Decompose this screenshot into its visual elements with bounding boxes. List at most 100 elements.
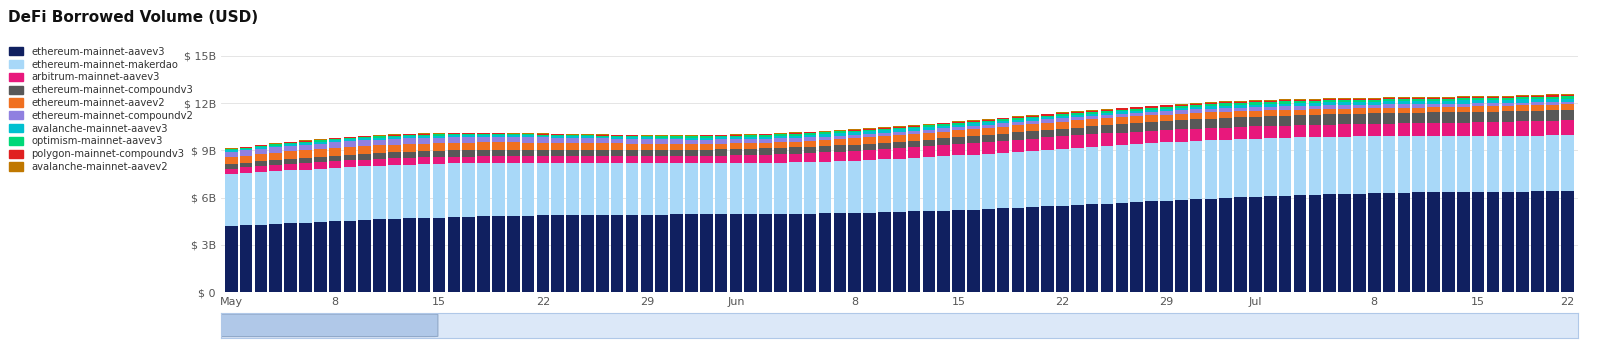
Bar bbox=[1294, 106, 1306, 110]
Bar bbox=[893, 148, 906, 159]
Bar bbox=[626, 163, 638, 215]
Bar bbox=[226, 226, 237, 292]
Bar bbox=[864, 144, 875, 150]
Bar bbox=[923, 124, 934, 125]
Bar bbox=[1442, 97, 1454, 99]
Bar bbox=[1250, 197, 1262, 292]
Bar bbox=[1338, 105, 1350, 109]
Bar bbox=[907, 212, 920, 292]
Bar bbox=[595, 156, 608, 163]
Bar bbox=[1070, 135, 1083, 148]
Bar bbox=[358, 146, 371, 154]
Bar bbox=[462, 157, 475, 163]
Bar bbox=[1413, 97, 1426, 98]
Bar bbox=[432, 137, 445, 143]
Bar bbox=[522, 134, 534, 135]
Bar bbox=[1294, 110, 1306, 115]
Bar bbox=[1531, 136, 1544, 191]
Bar bbox=[1115, 114, 1128, 117]
Bar bbox=[403, 139, 416, 144]
Bar bbox=[803, 214, 816, 292]
Bar bbox=[1011, 208, 1024, 292]
Bar bbox=[1413, 101, 1426, 104]
Bar bbox=[966, 122, 979, 123]
Bar bbox=[493, 133, 504, 134]
Bar bbox=[656, 136, 667, 137]
Bar bbox=[1398, 136, 1410, 193]
Bar bbox=[834, 130, 846, 131]
Bar bbox=[1323, 137, 1336, 195]
Bar bbox=[699, 163, 712, 214]
Bar bbox=[536, 133, 549, 134]
Bar bbox=[373, 220, 386, 292]
Bar bbox=[595, 215, 608, 292]
Bar bbox=[848, 129, 861, 130]
Bar bbox=[907, 127, 920, 128]
Bar bbox=[373, 159, 386, 166]
Bar bbox=[982, 142, 995, 153]
Bar bbox=[1174, 108, 1187, 110]
Bar bbox=[1205, 140, 1218, 199]
Bar bbox=[269, 153, 282, 160]
Bar bbox=[403, 144, 416, 152]
Bar bbox=[1338, 99, 1350, 100]
Bar bbox=[536, 143, 549, 150]
Bar bbox=[1294, 125, 1306, 137]
Bar bbox=[389, 134, 400, 135]
Bar bbox=[373, 153, 386, 159]
Bar bbox=[640, 136, 653, 137]
Bar bbox=[789, 133, 802, 134]
Bar bbox=[299, 150, 312, 158]
Bar bbox=[1027, 116, 1038, 117]
Bar bbox=[1517, 103, 1530, 105]
Bar bbox=[640, 150, 653, 156]
Bar bbox=[744, 214, 757, 292]
Bar bbox=[314, 169, 326, 222]
Bar bbox=[1562, 102, 1573, 104]
Bar bbox=[1472, 103, 1485, 106]
Bar bbox=[1398, 124, 1410, 136]
Bar bbox=[966, 129, 979, 136]
Bar bbox=[581, 215, 594, 292]
Bar bbox=[789, 135, 802, 138]
Bar bbox=[1219, 102, 1232, 103]
Bar bbox=[328, 148, 341, 156]
Bar bbox=[1146, 122, 1158, 131]
Bar bbox=[1042, 114, 1054, 116]
Bar bbox=[432, 133, 445, 134]
Bar bbox=[493, 163, 504, 216]
Bar bbox=[864, 150, 875, 160]
Bar bbox=[1413, 136, 1426, 192]
Bar bbox=[493, 134, 504, 135]
Bar bbox=[1115, 110, 1128, 111]
Bar bbox=[226, 149, 237, 150]
Bar bbox=[1174, 114, 1187, 120]
Bar bbox=[403, 152, 416, 158]
Bar bbox=[1531, 97, 1544, 99]
Bar bbox=[1131, 116, 1142, 123]
Bar bbox=[1115, 117, 1128, 124]
Bar bbox=[1205, 128, 1218, 140]
Bar bbox=[893, 159, 906, 212]
Bar bbox=[864, 129, 875, 130]
Bar bbox=[966, 123, 979, 126]
Bar bbox=[254, 166, 267, 172]
Bar bbox=[1501, 122, 1514, 136]
Bar bbox=[952, 127, 965, 130]
Bar bbox=[1323, 98, 1336, 99]
Bar bbox=[536, 163, 549, 215]
Bar bbox=[997, 121, 1010, 123]
Bar bbox=[611, 136, 624, 137]
Bar bbox=[1294, 195, 1306, 292]
Bar bbox=[285, 144, 298, 146]
Bar bbox=[893, 212, 906, 292]
Bar bbox=[403, 136, 416, 139]
Bar bbox=[685, 140, 698, 144]
Bar bbox=[1458, 112, 1470, 122]
Bar bbox=[1101, 112, 1114, 115]
Bar bbox=[1472, 100, 1485, 103]
Bar bbox=[1546, 97, 1558, 99]
Bar bbox=[760, 214, 771, 292]
Bar bbox=[389, 219, 400, 292]
Bar bbox=[448, 143, 461, 150]
